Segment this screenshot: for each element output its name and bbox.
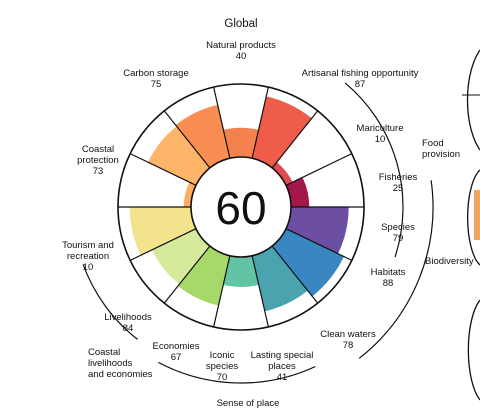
goal-label: Livelihoods — [104, 312, 152, 323]
group-bracket — [82, 264, 138, 340]
petal-coastal-protection — [147, 126, 210, 186]
group-bracket — [344, 82, 404, 258]
goal-label: Natural products — [206, 40, 276, 51]
goal-label: 79 — [393, 233, 404, 244]
goal-label: Fisheries — [379, 172, 418, 183]
center-disc — [190, 156, 292, 258]
goal-label: 70 — [217, 372, 228, 383]
petal-species — [286, 207, 349, 254]
sector-divider — [213, 255, 231, 328]
petal-lasting-special-places — [223, 255, 259, 287]
petal-iconic-species — [177, 246, 230, 306]
group-label: Food — [422, 138, 444, 149]
goal-label: 10 — [375, 134, 386, 145]
adjacent-chart-edges — [462, 49, 480, 401]
group-label: Biodiversity — [425, 256, 474, 267]
petal-carbon-storage — [175, 104, 230, 168]
petal-natural-products — [223, 127, 259, 159]
goal-label: Carbon storage — [123, 68, 188, 79]
petal-habitats — [272, 228, 344, 297]
goal-label: Clean waters — [320, 329, 376, 340]
sector-divider — [129, 153, 197, 186]
goal-label: Tourism and — [62, 240, 114, 251]
petal-artisanal-fishing-opportunity — [252, 96, 312, 168]
goal-label: Species — [381, 222, 415, 233]
sector-divider — [251, 86, 269, 159]
goal-label: 88 — [383, 278, 394, 289]
petal-livelihoods — [129, 207, 196, 256]
goal-label: Habitats — [371, 267, 406, 278]
petal-tourism-and-recreation — [183, 182, 196, 207]
group-bracket — [158, 361, 316, 384]
sector-divider — [285, 153, 353, 186]
goal-label: 67 — [171, 352, 182, 363]
sector-divider — [285, 228, 353, 261]
group-label: Sense of place — [217, 398, 280, 409]
chart-title: Global — [224, 18, 257, 30]
goal-label: places — [268, 361, 296, 372]
goal-label: Lasting special — [251, 350, 314, 361]
goal-label: Coastal — [82, 144, 114, 155]
goal-label: Economies — [153, 341, 200, 352]
goal-label: 84 — [123, 323, 134, 334]
sector-divider — [129, 228, 197, 261]
goal-label: Iconic — [210, 350, 235, 361]
goal-label: species — [206, 361, 238, 372]
adjacent-chart-edge-1 — [466, 49, 480, 151]
adjacent-chart-fill-2 — [474, 190, 480, 240]
adjacent-chart-edge-2 — [466, 169, 480, 266]
goal-label: 25 — [393, 183, 404, 194]
petal-fisheries — [286, 177, 310, 207]
sector-divider — [163, 110, 211, 169]
petal-economies — [151, 228, 210, 285]
goal-label: Artisanal fishing opportunity — [302, 68, 419, 79]
goal-label: 40 — [236, 51, 247, 62]
goal-label: 10 — [83, 262, 94, 273]
petal-clean-waters — [252, 246, 308, 312]
group-label: and economies — [88, 369, 153, 380]
group-bracket — [358, 180, 434, 359]
goal-label: 41 — [277, 372, 288, 383]
group-label: livelihoods — [88, 358, 133, 369]
goal-label: 78 — [343, 340, 354, 351]
group-label: Coastal — [88, 347, 120, 358]
sector-divider — [271, 110, 319, 169]
group-label: provision — [422, 149, 460, 160]
goal-label: 87 — [355, 79, 366, 90]
goal-label: 75 — [151, 79, 162, 90]
goal-label: recreation — [67, 251, 109, 262]
petal-mariculture — [272, 162, 293, 186]
goal-label: 73 — [93, 166, 104, 177]
sector-divider — [213, 86, 231, 159]
sector-divider — [251, 255, 269, 328]
outer-ring — [117, 83, 365, 331]
goal-label: protection — [77, 155, 119, 166]
sector-divider — [271, 245, 319, 304]
goal-label: Mariculture — [357, 123, 404, 134]
sector-divider — [163, 245, 211, 304]
adjacent-chart-edge-3 — [467, 299, 480, 401]
center-score: 60 — [215, 182, 266, 234]
